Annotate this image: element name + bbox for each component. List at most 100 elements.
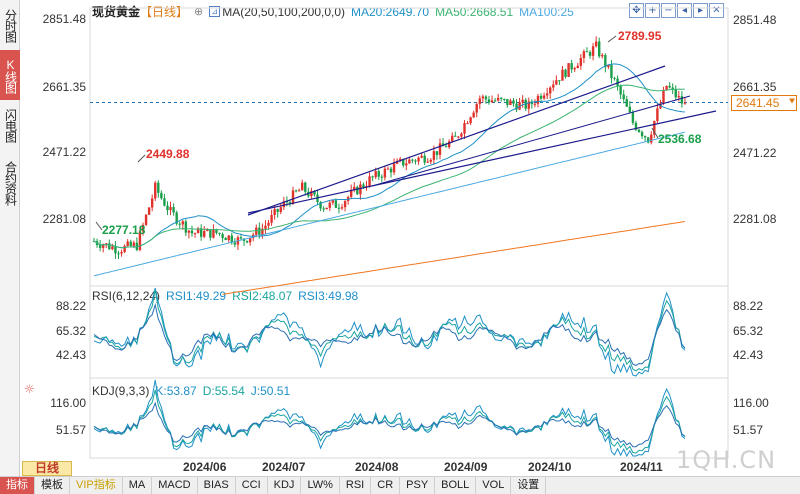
candle-body xyxy=(601,55,604,57)
candle-body xyxy=(625,99,628,107)
candle-body xyxy=(552,84,555,88)
y-tick-right: 2851.48 xyxy=(733,13,777,27)
candle-body xyxy=(334,200,338,208)
candle-body xyxy=(126,241,129,246)
rsi-tick-left: 65.32 xyxy=(55,324,86,338)
tab-cr[interactable]: CR xyxy=(371,477,401,494)
price-marker-icon xyxy=(789,98,795,104)
candle-body xyxy=(579,58,583,66)
date-label: 2024/08 xyxy=(355,460,399,474)
tab-macd[interactable]: MACD xyxy=(152,477,198,494)
scroll-right-icon[interactable]: ▸ xyxy=(693,3,708,18)
candle-body xyxy=(322,208,325,210)
tab-contract-info[interactable]: 合约资料 xyxy=(3,161,18,205)
candle-body xyxy=(451,135,454,142)
candle-body xyxy=(160,192,163,199)
move-icon[interactable]: ✥ xyxy=(629,3,644,18)
candle-body xyxy=(282,201,286,208)
candle-body xyxy=(279,207,282,212)
settings-icon[interactable]: ⊕ xyxy=(194,5,204,18)
ma100-line xyxy=(93,131,686,277)
candle-body xyxy=(417,157,420,162)
candle-body xyxy=(362,184,365,188)
candle-body xyxy=(573,68,576,70)
candle-body xyxy=(294,190,298,192)
tab-kdj[interactable]: KDJ xyxy=(268,477,302,494)
candle-body xyxy=(536,95,540,104)
d-value: D:55.54 xyxy=(202,384,245,398)
candle-body xyxy=(668,85,671,88)
tab-boll[interactable]: BOLL xyxy=(435,477,477,494)
kdj-params: KDJ(9,3,3) xyxy=(92,384,150,398)
candle-body xyxy=(521,99,524,103)
tab-psy[interactable]: PSY xyxy=(400,477,436,494)
zoom-out-icon[interactable]: − xyxy=(661,3,676,18)
y-tick-left: 2471.22 xyxy=(42,145,86,159)
candle-body xyxy=(163,198,166,206)
tab-ma[interactable]: MA xyxy=(123,477,153,494)
candle-body xyxy=(178,223,181,225)
candle-body xyxy=(656,108,659,121)
candle-body xyxy=(490,100,494,103)
y-tick-right: 2281.08 xyxy=(733,212,777,226)
candle-body xyxy=(291,190,295,204)
candle-body xyxy=(383,168,387,178)
candle-body xyxy=(117,253,120,255)
tab-timeshare[interactable]: 分时图 xyxy=(3,8,18,42)
candle-body xyxy=(264,225,267,229)
zoom-in-icon[interactable]: + xyxy=(645,3,660,18)
candle-body xyxy=(680,96,684,104)
candle-body xyxy=(677,96,681,98)
candle-body xyxy=(469,117,472,124)
candle-body xyxy=(270,214,273,223)
annotation-july-high: 2449.88 xyxy=(146,147,190,161)
tab-settings[interactable]: 设置 xyxy=(511,477,547,494)
candle-body xyxy=(301,182,304,191)
candle-body xyxy=(542,95,546,99)
candle-body xyxy=(193,233,197,235)
candle-body xyxy=(218,232,221,235)
tab-bias[interactable]: BIAS xyxy=(198,477,236,494)
candle-body xyxy=(212,229,215,238)
candle-body xyxy=(444,146,448,148)
candle-body xyxy=(157,182,160,193)
tab-lw[interactable]: LW% xyxy=(301,477,340,494)
rsi-tick-right: 42.43 xyxy=(733,348,764,362)
candle-body xyxy=(622,94,625,100)
close-icon[interactable]: ✕ xyxy=(709,3,724,18)
y-tick-left: 2851.48 xyxy=(42,12,86,26)
candle-body xyxy=(475,104,478,113)
candle-body xyxy=(356,186,359,195)
tab-rsi[interactable]: RSI xyxy=(340,477,372,494)
candle-body xyxy=(588,52,592,56)
indicator-icon[interactable]: ⊿ xyxy=(209,6,221,17)
tab-templates[interactable]: 模板 xyxy=(35,477,70,494)
candle-body xyxy=(545,93,549,96)
candle-body xyxy=(276,209,279,212)
period-selector-button[interactable]: 日线 xyxy=(22,461,72,476)
tab-kline[interactable]: K线图 xyxy=(0,50,20,100)
tab-cci[interactable]: CCI xyxy=(236,477,268,494)
candle-body xyxy=(527,101,530,109)
candle-body xyxy=(594,41,598,47)
candle-body xyxy=(221,234,224,238)
chart-canvas[interactable]: 2789.95 2536.68 2449.88 2277.18 xyxy=(0,0,800,476)
candle-body xyxy=(414,160,417,162)
candle-body xyxy=(233,242,237,245)
tab-indicators[interactable]: 指标 xyxy=(0,477,35,494)
candle-body xyxy=(613,77,616,79)
ma200-line xyxy=(222,221,685,295)
date-label: 2024/09 xyxy=(444,460,488,474)
candle-body xyxy=(533,103,537,105)
scroll-left-icon[interactable]: ◂ xyxy=(677,3,692,18)
crosshair-icon[interactable]: ☼ xyxy=(24,382,35,396)
candle-body xyxy=(671,87,674,90)
candle-body xyxy=(478,98,481,105)
tab-flash[interactable]: 闪电图 xyxy=(3,108,18,142)
tab-vip-indicators[interactable]: VIP指标 xyxy=(70,477,123,494)
k-value: K:53.87 xyxy=(155,384,197,398)
tab-vol[interactable]: VOL xyxy=(476,477,512,494)
candle-body xyxy=(405,163,408,166)
candle-body xyxy=(631,112,635,123)
candle-body xyxy=(258,227,261,235)
